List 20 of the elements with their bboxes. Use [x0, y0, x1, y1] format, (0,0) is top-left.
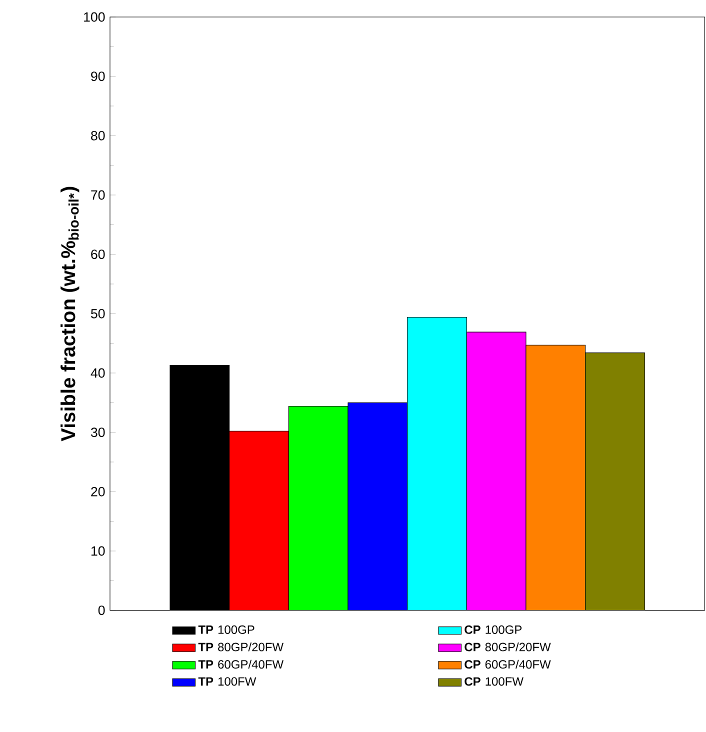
legend-label: CP 100FW — [464, 677, 524, 686]
y-tick-label: 50 — [91, 308, 105, 318]
y-tick-label: 0 — [98, 606, 105, 616]
y-tick-label: 80 — [91, 130, 105, 140]
legend-label: TP 60GP/40FW — [198, 660, 284, 669]
y-tick-label: 40 — [90, 368, 105, 378]
legend-label: TP 80GP/20FW — [198, 642, 284, 652]
y-tick-label: 60 — [91, 250, 105, 260]
legend-label: CP 60GP/40FW — [464, 660, 551, 669]
y-tick-label: 100 — [84, 12, 105, 22]
y-tick-label: 90 — [91, 72, 105, 82]
legend-label: CP 100GP — [464, 625, 522, 634]
legend-label: CP 80GP/20FW — [464, 642, 551, 652]
y-tick-label: 20 — [91, 486, 105, 496]
y-tick-label: 70 — [91, 190, 105, 200]
y-tick-label: 10 — [91, 546, 105, 556]
legend-label: TP 100FW — [198, 677, 256, 686]
y-axis-title: Visible fraction (wt.%$_{bio-oil*}$) — [60, 186, 80, 442]
y-tick-label: 30 — [90, 428, 105, 438]
legend-label: TP 100GP — [198, 625, 254, 634]
